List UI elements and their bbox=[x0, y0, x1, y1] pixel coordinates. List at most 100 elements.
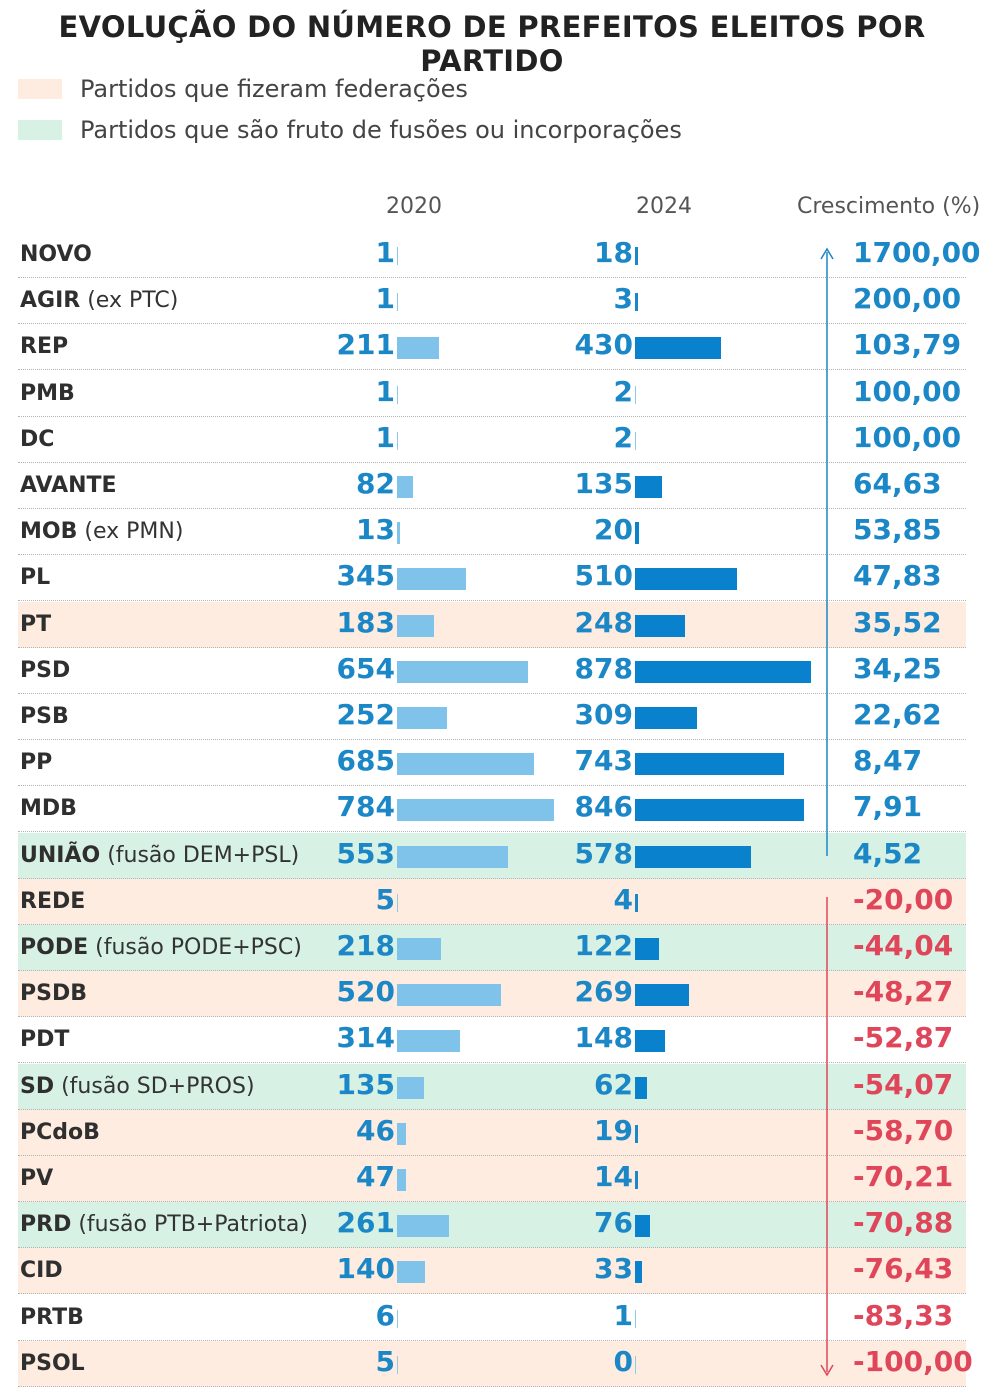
legend-merger-swatch bbox=[18, 120, 62, 140]
value-2020: 1 bbox=[375, 236, 395, 269]
value-2024: 2 bbox=[613, 420, 633, 454]
bar-2024 bbox=[635, 1261, 642, 1284]
party-name: MDB bbox=[20, 796, 77, 821]
value-2020: 135 bbox=[336, 1067, 395, 1101]
party-note: (fusão DEM+PSL) bbox=[100, 842, 300, 868]
value-2020: 13 bbox=[356, 513, 395, 547]
value-2024: 878 bbox=[574, 651, 633, 685]
party-name: PT bbox=[20, 612, 51, 637]
bar-2024 bbox=[635, 1030, 665, 1053]
growth-value: -70,21 bbox=[853, 1160, 954, 1193]
party-abbr: PT bbox=[20, 611, 52, 637]
party-name: PSB bbox=[20, 704, 69, 729]
bar-2020 bbox=[397, 1309, 398, 1328]
bar-2024 bbox=[635, 845, 751, 868]
party-note: (ex PTC) bbox=[80, 288, 179, 314]
party-abbr: DC bbox=[20, 426, 55, 452]
party-name: SD (fusão SD+PROS) bbox=[20, 1074, 255, 1099]
growth-value: 100,00 bbox=[853, 420, 962, 454]
value-2020: 345 bbox=[336, 559, 395, 593]
bar-2024 bbox=[635, 707, 697, 729]
table-row: AGIR (ex PTC) 1 3 200,00 bbox=[18, 278, 966, 325]
bar-2024 bbox=[635, 431, 636, 450]
party-abbr: PV bbox=[20, 1166, 54, 1191]
party-name: MOB (ex PMN) bbox=[20, 519, 183, 544]
chart-title: EVOLUÇÃO DO NÚMERO DE PREFEITOS ELEITOS … bbox=[58, 10, 926, 78]
party-note: (fusão PODE+PSC) bbox=[88, 935, 302, 960]
value-2024: 4 bbox=[613, 882, 633, 916]
column-header-2020: 2020 bbox=[386, 194, 442, 219]
growth-value: 103,79 bbox=[853, 328, 962, 362]
value-2020: 1 bbox=[375, 282, 395, 316]
party-name: CID bbox=[20, 1258, 63, 1283]
value-2024: 430 bbox=[574, 328, 633, 362]
party-abbr: PSDB bbox=[20, 981, 87, 1007]
bar-2024 bbox=[635, 293, 638, 312]
party-abbr: REDE bbox=[20, 888, 86, 914]
bar-2020 bbox=[397, 293, 398, 312]
growth-value: -52,87 bbox=[853, 1021, 954, 1055]
party-note: (ex PMN) bbox=[77, 519, 184, 545]
table-row: PL 345 510 47,83 bbox=[18, 555, 966, 602]
party-abbr: PSOL bbox=[20, 1350, 85, 1376]
bar-2020 bbox=[397, 337, 440, 360]
party-abbr: PMB bbox=[20, 380, 75, 406]
table-row: REDE 5 4 -20,00 bbox=[18, 878, 966, 925]
table-row: DC 1 2 100,00 bbox=[18, 417, 966, 463]
growth-value: 8,47 bbox=[853, 744, 923, 778]
value-2024: 0 bbox=[613, 1344, 633, 1378]
bar-2020 bbox=[397, 1169, 407, 1191]
column-header-2024: 2024 bbox=[636, 194, 692, 219]
growth-value: 47,83 bbox=[853, 559, 942, 593]
bar-2020 bbox=[397, 1261, 425, 1284]
value-2024: 1 bbox=[613, 1298, 633, 1332]
table-row: NOVO 1 18 1700,00 bbox=[18, 232, 981, 278]
growth-value: -58,70 bbox=[853, 1113, 954, 1147]
bar-2024 bbox=[635, 522, 639, 545]
value-2020: 211 bbox=[336, 328, 395, 362]
value-2024: 122 bbox=[574, 929, 633, 962]
party-name: PP bbox=[20, 750, 52, 775]
party-abbr: MDB bbox=[20, 796, 77, 822]
party-note: (fusão PTB+Patriota) bbox=[71, 1212, 308, 1238]
party-abbr: AGIR bbox=[20, 288, 81, 314]
bar-2024 bbox=[635, 938, 660, 960]
table-row: PRTB 6 1 -83,33 bbox=[18, 1295, 966, 1341]
bar-2020 bbox=[397, 1215, 450, 1238]
value-2020: 654 bbox=[336, 651, 395, 685]
value-2024: 76 bbox=[594, 1206, 633, 1240]
value-2024: 62 bbox=[594, 1067, 633, 1101]
value-2020: 218 bbox=[336, 929, 395, 962]
value-2024: 743 bbox=[574, 744, 633, 778]
party-abbr: AVANTE bbox=[20, 473, 117, 498]
party-abbr: NOVO bbox=[20, 242, 92, 267]
party-name: PRD (fusão PTB+Patriota) bbox=[20, 1212, 308, 1237]
bar-2020 bbox=[397, 1355, 398, 1374]
bar-2020 bbox=[397, 385, 398, 404]
table-row: PP 685 743 8,47 bbox=[18, 740, 966, 787]
legend-merger-label: Partidos que são fruto de fusões ou inco… bbox=[80, 116, 682, 144]
bar-2024 bbox=[635, 614, 685, 637]
value-2020: 784 bbox=[336, 790, 395, 824]
party-name: REDE bbox=[20, 889, 85, 914]
legend-merger: Partidos que são fruto de fusões ou inco… bbox=[18, 115, 682, 145]
value-2020: 6 bbox=[375, 1298, 395, 1332]
party-name: PSOL bbox=[20, 1351, 85, 1376]
bar-2024 bbox=[635, 1171, 638, 1189]
party-abbr: PCdoB bbox=[20, 1119, 100, 1145]
party-abbr: PODE bbox=[20, 935, 89, 960]
table-row: AVANTE 82 135 64,63 bbox=[18, 463, 966, 509]
party-name: REP bbox=[20, 334, 68, 359]
party-abbr: SD bbox=[20, 1073, 55, 1099]
party-abbr: UNIÃO bbox=[20, 842, 101, 868]
bar-2020 bbox=[397, 476, 414, 498]
bar-2020 bbox=[397, 568, 466, 591]
value-2024: 3 bbox=[613, 282, 633, 316]
legend-federation-swatch bbox=[18, 79, 62, 99]
value-2024: 33 bbox=[594, 1252, 633, 1286]
value-2020: 553 bbox=[336, 836, 395, 870]
value-2020: 1 bbox=[375, 374, 395, 408]
value-2020: 261 bbox=[336, 1206, 395, 1240]
bar-2020 bbox=[397, 1030, 460, 1053]
table-row: PSDB 520 269 -48,27 bbox=[18, 971, 966, 1018]
